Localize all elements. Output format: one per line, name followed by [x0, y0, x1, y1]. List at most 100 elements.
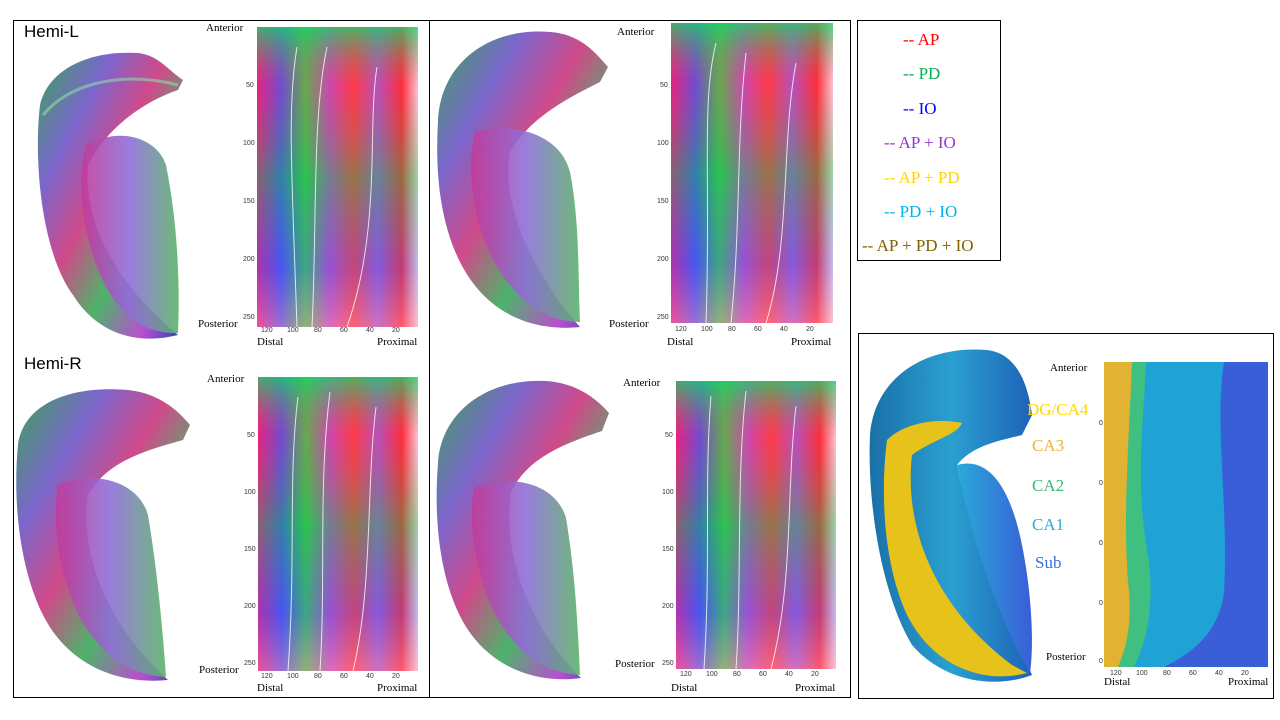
distal-label: Distal [257, 682, 284, 694]
hemi-left-label: Hemi-L [24, 22, 79, 41]
x-tick: 120 [1110, 670, 1122, 677]
posterior-label: Posterior [198, 318, 238, 330]
y-tick: 250 [244, 660, 256, 667]
y-tick: 100 [657, 140, 669, 147]
legend-item-ap-io: -- AP + IO [884, 133, 956, 152]
x-tick: 80 [314, 673, 322, 680]
x-tick: 100 [706, 671, 718, 678]
x-tick: 80 [733, 671, 741, 678]
y-tick: 50 [665, 432, 673, 439]
x-tick: 120 [675, 326, 687, 333]
subfield-unfolded-map [1104, 362, 1268, 667]
subfield-label-ca3: CA3 [1032, 436, 1065, 455]
x-tick: 60 [754, 326, 762, 333]
x-tick: 20 [392, 673, 400, 680]
y-tick: 100 [243, 140, 255, 147]
anterior-label: Anterior [617, 26, 655, 38]
x-tick: 60 [1189, 670, 1197, 677]
y-tick: 250 [243, 314, 255, 321]
y-tick: 100 [662, 489, 674, 496]
y-tick: 50 [660, 82, 668, 89]
subfield-label-ca2: CA2 [1032, 476, 1065, 495]
legend-item-io: -- IO [903, 99, 937, 118]
legend-item-ap-pd: -- AP + PD [884, 168, 960, 187]
x-tick: 60 [759, 671, 767, 678]
proximal-label: Proximal [795, 682, 836, 694]
x-tick: 120 [680, 671, 692, 678]
distal-label: Distal [257, 336, 284, 348]
legend-item-pd-io: -- PD + IO [884, 202, 958, 221]
y-tick: 150 [243, 198, 255, 205]
subfield-label-dg-ca4: DG/CA4 [1027, 400, 1089, 419]
hippocampus-surface-left-2 [430, 22, 610, 332]
x-tick: 40 [366, 673, 374, 680]
x-tick: 80 [314, 327, 322, 334]
x-tick: 40 [780, 326, 788, 333]
y-tick: 200 [244, 603, 256, 610]
x-tick: 80 [728, 326, 736, 333]
y-tick: 0 [1099, 658, 1103, 665]
posterior-label: Posterior [199, 664, 239, 676]
x-tick: 100 [287, 327, 299, 334]
y-tick: 100 [244, 489, 256, 496]
hippocampus-surface-left-1 [28, 45, 193, 345]
x-tick: 120 [261, 673, 273, 680]
subfield-label-sub: Sub [1035, 553, 1062, 572]
posterior-label: Posterior [615, 658, 655, 670]
column-divider [429, 20, 430, 698]
posterior-label: Posterior [1046, 651, 1086, 663]
x-tick: 120 [261, 327, 273, 334]
y-tick: 250 [657, 314, 669, 321]
x-tick: 20 [806, 326, 814, 333]
anterior-label: Anterior [207, 373, 245, 385]
x-tick: 80 [1163, 670, 1171, 677]
y-tick: 200 [243, 256, 255, 263]
x-tick: 20 [811, 671, 819, 678]
x-tick: 100 [287, 673, 299, 680]
y-tick: 150 [657, 198, 669, 205]
x-tick: 20 [392, 327, 400, 334]
y-tick: 50 [247, 432, 255, 439]
unfolded-map-right-1 [258, 377, 418, 671]
proximal-label: Proximal [377, 336, 418, 348]
legend-item-pd: -- PD [903, 64, 941, 83]
distal-label: Distal [667, 336, 694, 348]
legend-item-ap: -- AP [903, 30, 940, 49]
hippocampus-surface-right-2 [426, 373, 611, 685]
unfolded-map-right-2 [676, 381, 836, 669]
unfolded-map-left-2 [671, 23, 833, 323]
subfield-label-ca1: CA1 [1032, 515, 1065, 534]
x-tick: 20 [1241, 670, 1249, 677]
unfolded-map-left-1 [257, 27, 418, 327]
distal-label: Distal [671, 682, 698, 694]
y-tick: 200 [657, 256, 669, 263]
hemi-right-label: Hemi-R [24, 354, 82, 373]
proximal-label: Proximal [377, 682, 418, 694]
x-tick: 60 [340, 327, 348, 334]
legend-item-ap-pd-io: -- AP + PD + IO [862, 236, 974, 255]
x-tick: 40 [1215, 670, 1223, 677]
x-tick: 40 [366, 327, 374, 334]
y-tick: 0 [1099, 540, 1103, 547]
y-tick: 50 [246, 82, 254, 89]
hippocampus-subfield-surface [862, 345, 1044, 690]
distal-label: Distal [1104, 676, 1131, 688]
y-tick: 250 [662, 660, 674, 667]
proximal-label: Proximal [791, 336, 832, 348]
color-legend-panel [857, 20, 1001, 261]
x-tick: 100 [701, 326, 713, 333]
y-tick: 0 [1099, 480, 1103, 487]
x-tick: 100 [1136, 670, 1148, 677]
anterior-label: Anterior [206, 22, 244, 34]
anterior-label: Anterior [623, 377, 661, 389]
y-tick: 0 [1099, 420, 1103, 427]
y-tick: 200 [662, 603, 674, 610]
y-tick: 150 [244, 546, 256, 553]
posterior-label: Posterior [609, 318, 649, 330]
anterior-label: Anterior [1050, 362, 1088, 374]
hippocampus-surface-right-1 [8, 375, 193, 685]
y-tick: 150 [662, 546, 674, 553]
y-tick: 0 [1099, 600, 1103, 607]
proximal-label: Proximal [1228, 676, 1269, 688]
x-tick: 60 [340, 673, 348, 680]
